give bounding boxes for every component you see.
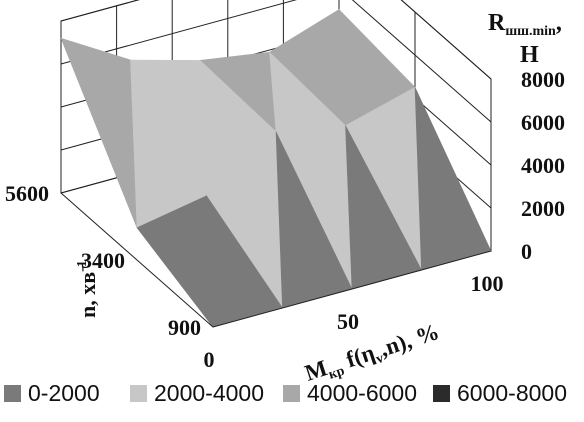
svg-text:Mкр f(ηv,n), %: Mкр f(ηv,n), %: [302, 319, 444, 390]
x-axis-title-rest: f(η: [338, 340, 378, 374]
y-tick-label: 3400: [81, 248, 125, 273]
z-axis-title-suffix: ,: [556, 10, 562, 36]
z-gridline: [60, 0, 492, 123]
legend-swatch: [130, 385, 147, 402]
x-tick-label: 50: [337, 309, 359, 334]
y-axis-title-main: n, хв: [75, 272, 100, 318]
axes-layer: 0 2000 4000 6000 8000 0 50 100 900 3400 5600: [5, 67, 565, 372]
svg-text:Rшш.min,: Rшш.min,: [488, 10, 562, 39]
y-axis-title: n, хв-1: [75, 260, 100, 318]
z-tick-label: 4000: [521, 153, 565, 178]
z-axis-unit: Н: [520, 42, 539, 68]
z-tick-label: 6000: [521, 110, 565, 135]
x-axis-line: [212, 250, 492, 328]
legend-label: 6000-8000: [457, 380, 567, 406]
x-axis-title-sub2: v: [374, 351, 385, 367]
x-axis-title-rest2: ,n), %: [377, 319, 442, 362]
z-tick-label: 0: [521, 239, 532, 264]
legend-label: 2000-4000: [154, 380, 264, 406]
surface-layer: [60, 8, 492, 328]
legend-swatch: [283, 385, 300, 402]
x-axis-title: Mкр f(ηv,n), %: [302, 319, 444, 390]
legend-item: 0-2000: [4, 380, 100, 407]
x-tick-label: 0: [204, 347, 215, 372]
legend-item: 6000-8000: [433, 380, 567, 407]
x-axis-title-sub: кр: [327, 364, 347, 383]
legend-item: 4000-6000: [283, 380, 417, 407]
y-axis-title-sup: -1: [75, 260, 90, 272]
z-axis-title-main: R: [488, 10, 506, 36]
legend-swatch: [433, 385, 450, 402]
z-axis-title-sub: шш.min: [505, 24, 556, 39]
legend-item: 2000-4000: [130, 380, 264, 407]
legend: 0-2000 2000-4000 4000-6000 6000-8000: [0, 380, 584, 422]
y-tick-label: 5600: [5, 181, 49, 206]
z-tick-label: 2000: [521, 196, 565, 221]
legend-label: 0-2000: [28, 380, 100, 406]
z-tick-label: 8000: [521, 67, 565, 92]
svg-text:n, хв-1: n, хв-1: [75, 260, 100, 318]
z-gridline: [60, 0, 492, 80]
y-axis-line: [60, 192, 214, 328]
legend-label: 4000-6000: [307, 380, 417, 406]
z-axis-title: Rшш.min, Н: [488, 10, 562, 68]
x-tick-label: 100: [471, 271, 504, 296]
legend-swatch: [4, 385, 21, 402]
y-tick-label: 900: [168, 315, 201, 340]
